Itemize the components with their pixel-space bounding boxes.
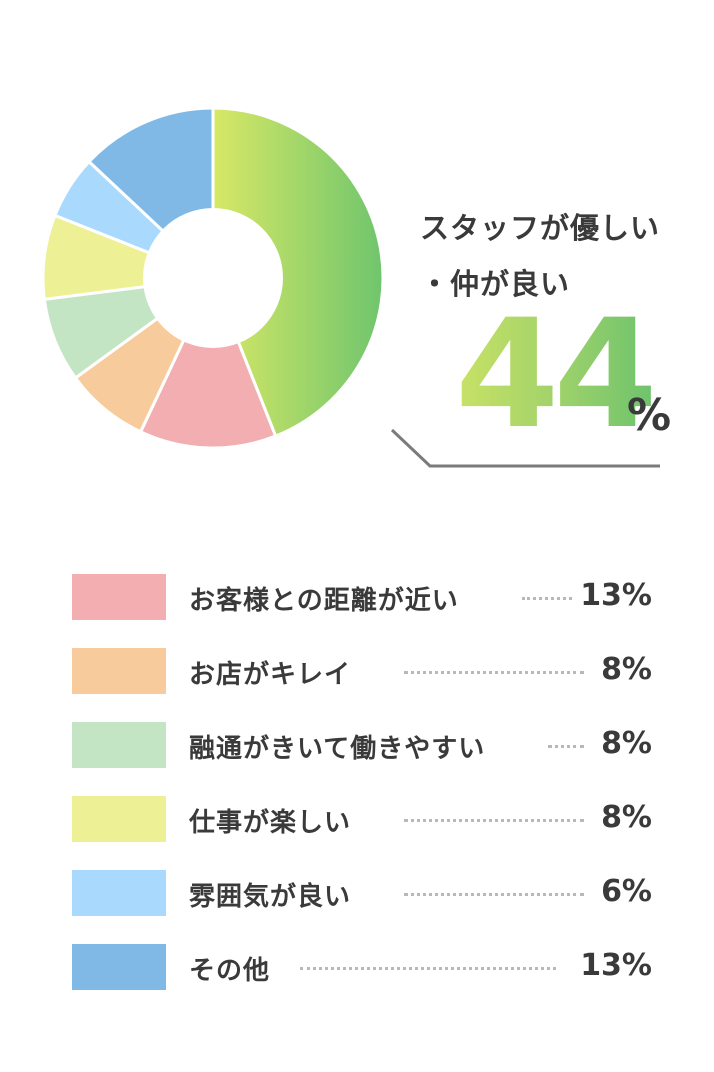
legend-value: 8% (601, 652, 652, 687)
legend-dotted-leader (404, 893, 584, 896)
legend-item: 雰囲気が良い 6% (72, 868, 672, 918)
legend-swatch (72, 648, 166, 694)
legend-label: お客様との距離が近い (189, 586, 459, 616)
donut-chart (41, 106, 385, 450)
legend-label: 雰囲気が良い (189, 882, 352, 912)
legend-item: お客様との距離が近い 13% (72, 572, 672, 622)
donut-slice (138, 274, 278, 450)
legend-value: 13% (580, 948, 652, 983)
callout-title-line1: スタッフが優しい (420, 211, 661, 245)
legend-label: 融通がきいて働きやすい (189, 734, 486, 764)
callout-percentage-value: 44 (455, 288, 658, 462)
legend-label: お店がキレイ (189, 660, 352, 690)
legend-item: 融通がきいて働きやすい 8% (72, 720, 672, 770)
legend-swatch (72, 722, 166, 768)
callout-pointer-line (390, 428, 660, 468)
legend-label: 仕事が楽しい (189, 808, 352, 838)
legend-swatch (72, 574, 166, 620)
legend-dotted-leader (548, 745, 584, 748)
legend-label: その他 (189, 956, 271, 986)
legend-dotted-leader (404, 671, 584, 674)
legend-dotted-leader (522, 597, 572, 600)
legend-swatch (72, 796, 166, 842)
legend-item: お店がキレイ 8% (72, 646, 672, 696)
callout-title-line2: ・仲が良い (420, 267, 571, 301)
legend-value: 8% (601, 726, 652, 761)
donut-hole (143, 208, 283, 348)
legend-value: 8% (601, 800, 652, 835)
callout: スタッフが優しい ・仲が良い (420, 200, 710, 312)
legend-value: 13% (580, 578, 652, 613)
legend-item: その他 13% (72, 942, 672, 992)
legend-item: 仕事が楽しい 8% (72, 794, 672, 844)
legend-dotted-leader (300, 967, 556, 970)
legend-dotted-leader (404, 819, 584, 822)
legend-swatch (72, 944, 166, 990)
callout-percentage-unit: % (627, 390, 672, 441)
donut-slice (211, 106, 385, 439)
legend-value: 6% (601, 874, 652, 909)
legend-swatch (72, 870, 166, 916)
